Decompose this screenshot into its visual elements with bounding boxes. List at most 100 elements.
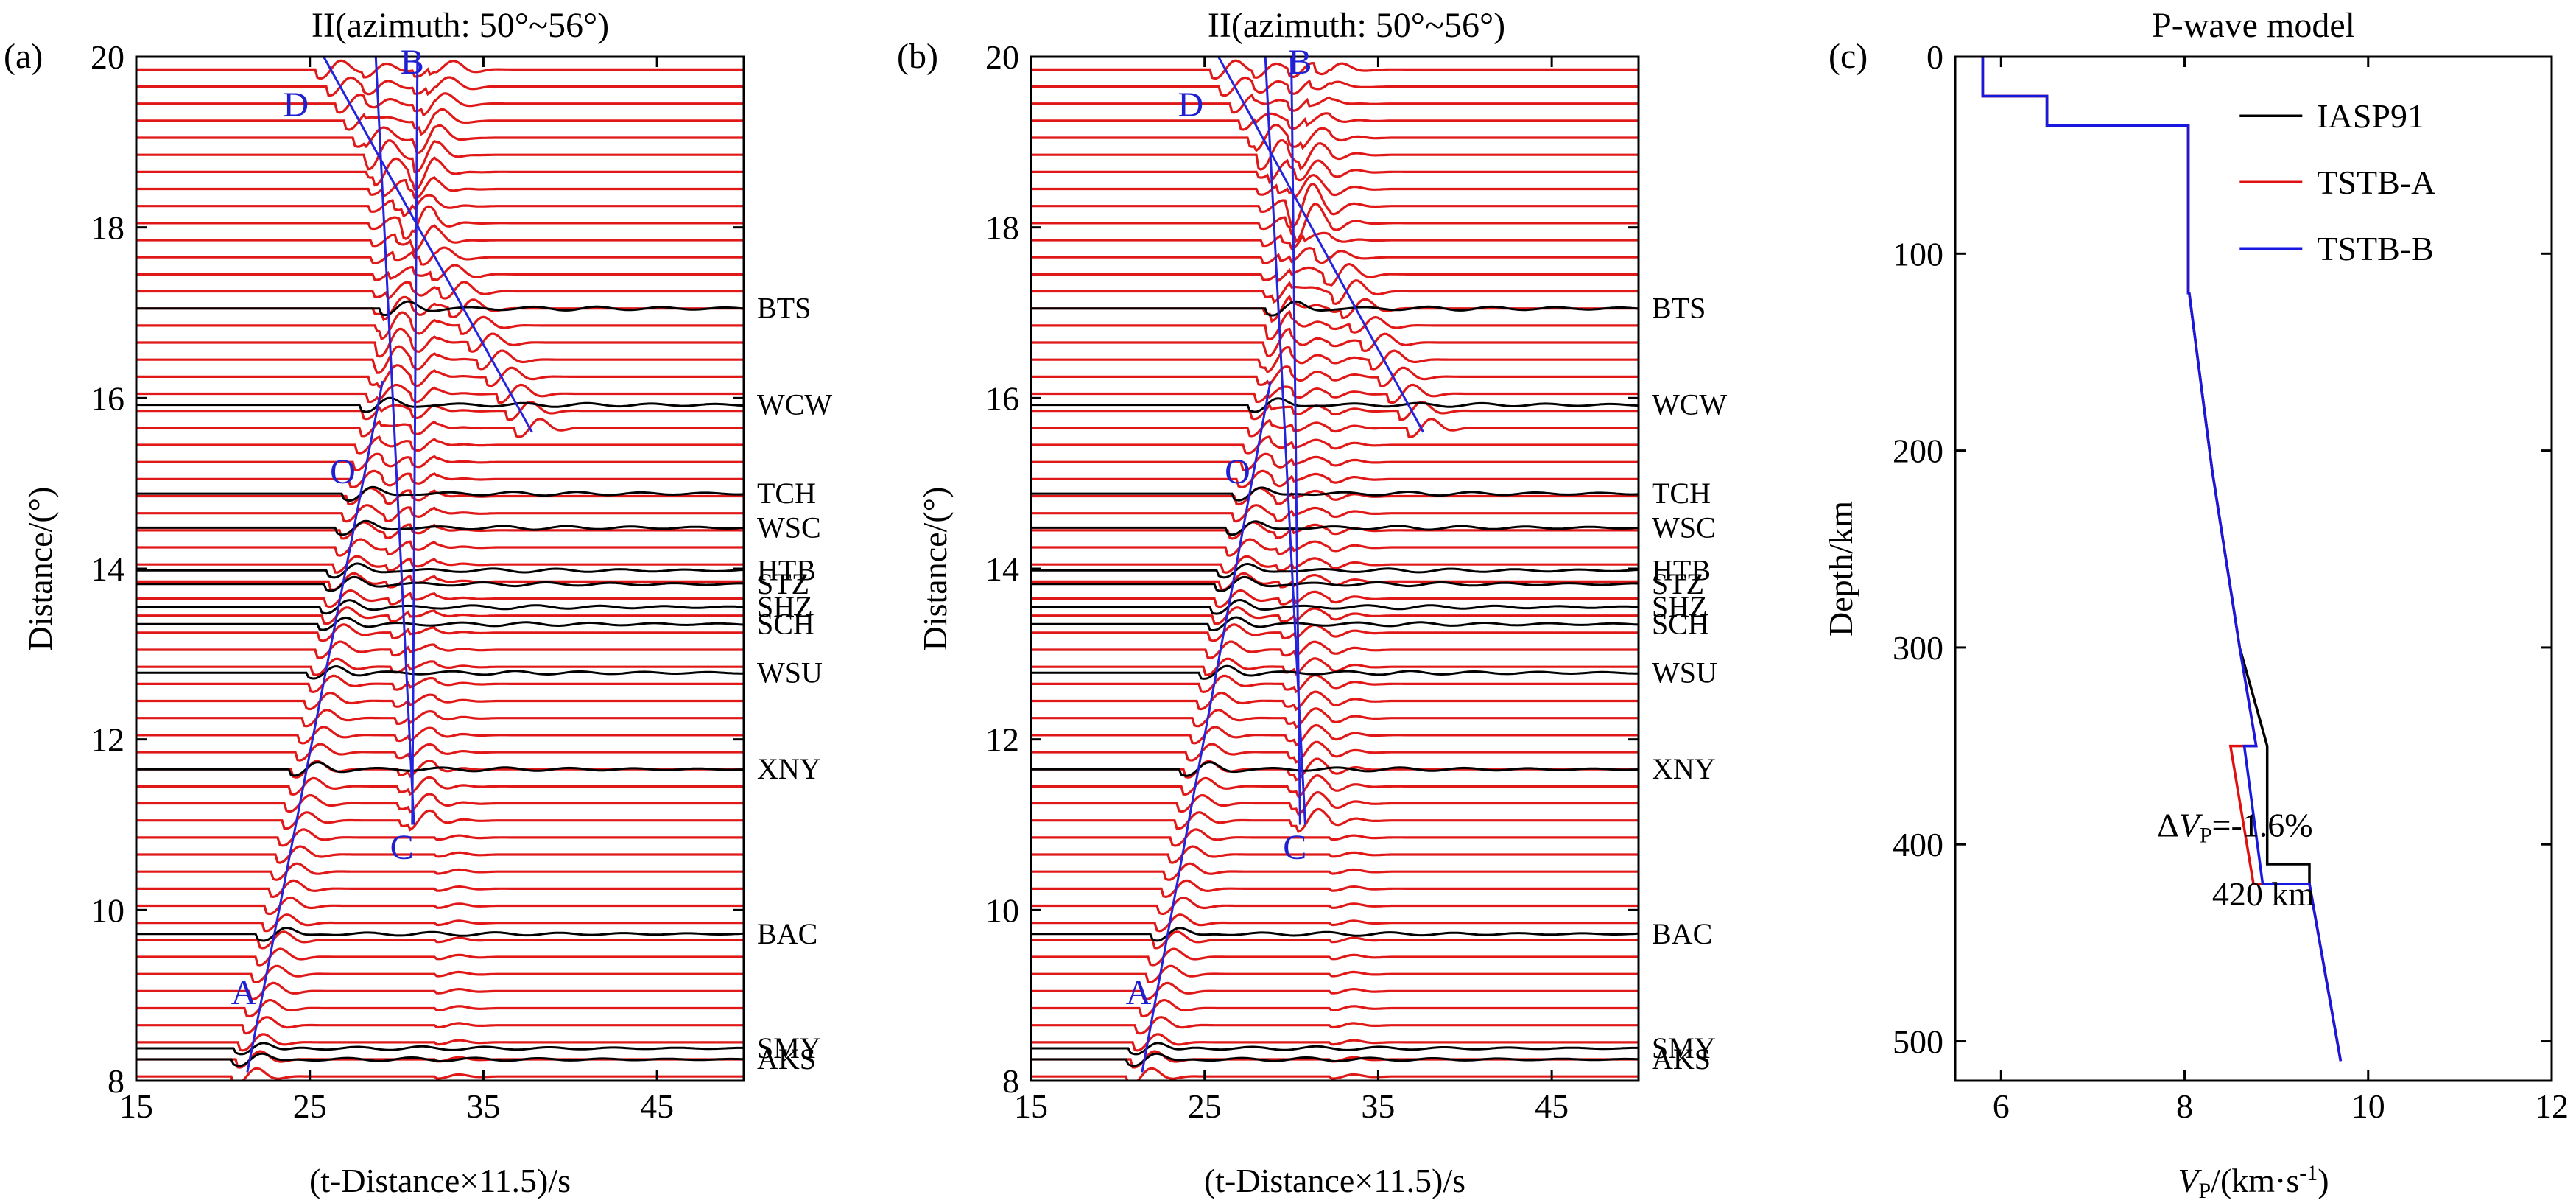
x-tick-label: 45 [1535,1087,1569,1125]
synthetic-trace [136,862,744,881]
y-tick-label: 300 [1893,629,1943,667]
depth-420-annotation: 420 km [2212,875,2315,913]
synthetic-trace [136,879,744,899]
synthetic-trace [1031,486,1639,506]
synthetic-trace [136,194,744,218]
traces-group [136,57,744,1081]
synthetic-trace [136,572,744,592]
station-label-tch: TCH [757,477,816,510]
synthetic-trace [136,76,744,97]
y-axis-label: Distance/(°) [916,487,954,651]
x-axis-label: (t-Distance×11.5)/s [1204,1162,1465,1199]
panel-a-record-section: 15 25 35 458101214161820BTSWCWTCHWSCHTBSTZS… [4,6,832,1199]
legend-label-tstb-b: TSTB-B [2317,230,2433,267]
station-label-xny: XNY [757,752,821,785]
synthetic-trace [136,606,744,625]
plot-frame [1954,55,2553,1082]
synthetic-trace [136,640,744,659]
synthetic-trace [136,452,744,471]
station-label-smy: SMY [1652,1031,1716,1065]
synthetic-trace [136,264,744,282]
y-tick-label: 12 [985,721,1019,759]
phase-label-b: B [1288,43,1312,82]
synthetic-trace [136,311,744,340]
phase-label-c: C [390,828,414,867]
legend-label-iasp91: IASP91 [2317,97,2424,135]
synthetic-trace [1031,202,1639,244]
synthetic-trace [1031,606,1639,625]
synthetic-trace [136,709,744,728]
synthetic-trace [136,469,744,489]
y-tick-label: 400 [1893,826,1943,863]
y-tick-label: 8 [1002,1062,1019,1100]
synthetic-trace [136,504,744,523]
synthetic-trace [136,913,744,933]
synthetic-trace [136,981,744,1001]
synthetic-trace [136,930,744,950]
x-tick-label: 8 [2176,1087,2193,1125]
observed-trace-tch [136,485,744,502]
y-tick-label: 8 [108,1062,124,1100]
y-axis-label: Depth/km [1822,501,1859,636]
panel-title: II(azimuth: 50°~56°) [1208,6,1505,45]
observed-trace-wsc [136,519,744,536]
synthetic-trace [136,139,744,174]
observed-trace-tch [1031,486,1639,502]
synthetic-trace [1031,1067,1639,1081]
synthetic-trace [136,1067,744,1081]
branch-c-line [1264,57,1306,825]
branch-d-line [1217,57,1425,433]
synthetic-trace [1031,279,1639,306]
synthetic-trace [1031,469,1639,488]
panel-letter: (a) [4,37,43,76]
station-label-aks: AKS [1652,1042,1711,1076]
synthetic-trace [136,845,744,864]
station-label-smy: SMY [757,1031,821,1065]
phase-label-a: A [1126,973,1152,1012]
synthetic-trace [1031,790,1639,816]
station-label-bts: BTS [757,292,811,325]
legend-label-tstb-a: TSTB-A [2317,164,2435,201]
synthetic-trace [136,224,744,254]
synthetic-trace [136,896,744,916]
synthetic-trace [136,743,744,762]
synthetic-trace [1031,998,1639,1018]
synthetic-trace [136,589,744,608]
branch-b-line [411,57,419,825]
station-label-wsu: WSU [757,656,823,689]
station-label-htb: HTB [757,553,816,586]
station-label-wsu: WSU [1652,656,1717,689]
x-tick-label: 6 [1993,1087,2010,1125]
synthetic-trace [1031,435,1639,455]
synthetic-trace [1031,139,1639,171]
synthetic-trace [1031,913,1639,933]
station-label-bac: BAC [757,917,817,950]
synthetic-trace [136,108,744,136]
synthetic-trace [1031,1033,1639,1052]
station-label-wsc: WSC [1652,511,1716,544]
x-tick-label: 25 [293,1087,327,1125]
y-tick-label: 20 [91,38,124,76]
synthetic-trace [1031,723,1639,747]
observed-trace-aks [1031,1052,1639,1067]
synthetic-trace [1031,964,1639,983]
y-tick-label: 14 [91,550,124,588]
synthetic-trace [1031,555,1639,574]
panel-letter: (b) [897,37,938,76]
phase-label-a: A [231,973,257,1012]
synthetic-trace [1031,452,1639,471]
observed-trace-bts [136,300,744,317]
synthetic-trace [136,1016,744,1035]
x-tick-label: 35 [1361,1087,1395,1125]
station-label-bts: BTS [1652,292,1706,325]
synthetic-trace [136,124,744,154]
x-tick-label: 15 [1014,1087,1048,1125]
branch-d-line [323,57,533,433]
phase-label-d: D [1178,85,1204,124]
synthetic-trace [1031,538,1639,557]
synthetic-trace [1031,123,1639,152]
phase-label-o: O [330,452,356,491]
synthetic-trace [136,726,744,745]
y-tick-label: 500 [1893,1023,1943,1061]
panel-title: II(azimuth: 50°~56°) [312,6,609,45]
